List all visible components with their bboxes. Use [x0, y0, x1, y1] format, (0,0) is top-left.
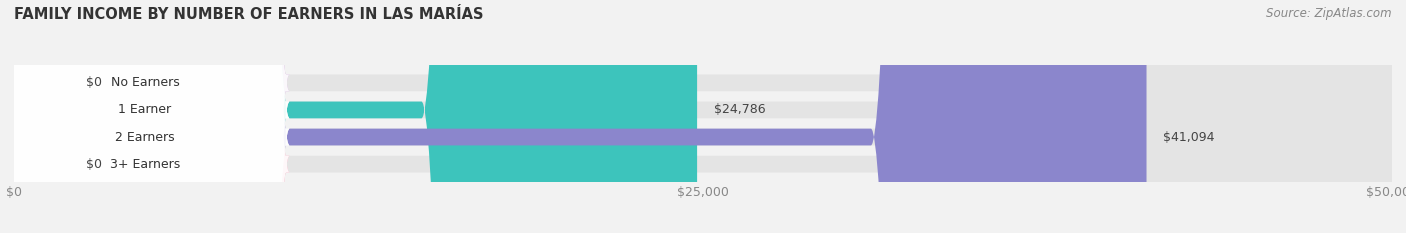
Text: $0: $0 — [86, 76, 101, 89]
Text: $41,094: $41,094 — [1163, 130, 1215, 144]
Text: FAMILY INCOME BY NUMBER OF EARNERS IN LAS MARÍAS: FAMILY INCOME BY NUMBER OF EARNERS IN LA… — [14, 7, 484, 22]
FancyBboxPatch shape — [0, 0, 290, 233]
Text: 1 Earner: 1 Earner — [118, 103, 172, 116]
FancyBboxPatch shape — [0, 0, 290, 233]
FancyBboxPatch shape — [14, 0, 1392, 233]
Text: No Earners: No Earners — [111, 76, 180, 89]
FancyBboxPatch shape — [14, 0, 1392, 233]
Text: $0: $0 — [86, 158, 101, 171]
Text: Source: ZipAtlas.com: Source: ZipAtlas.com — [1267, 7, 1392, 20]
FancyBboxPatch shape — [14, 0, 1392, 233]
FancyBboxPatch shape — [0, 0, 290, 233]
Text: 3+ Earners: 3+ Earners — [110, 158, 180, 171]
FancyBboxPatch shape — [14, 0, 1146, 233]
FancyBboxPatch shape — [0, 0, 290, 233]
Text: 2 Earners: 2 Earners — [115, 130, 174, 144]
FancyBboxPatch shape — [0, 0, 290, 233]
Text: $24,786: $24,786 — [714, 103, 765, 116]
FancyBboxPatch shape — [14, 0, 1392, 233]
FancyBboxPatch shape — [14, 0, 697, 233]
FancyBboxPatch shape — [0, 0, 290, 233]
